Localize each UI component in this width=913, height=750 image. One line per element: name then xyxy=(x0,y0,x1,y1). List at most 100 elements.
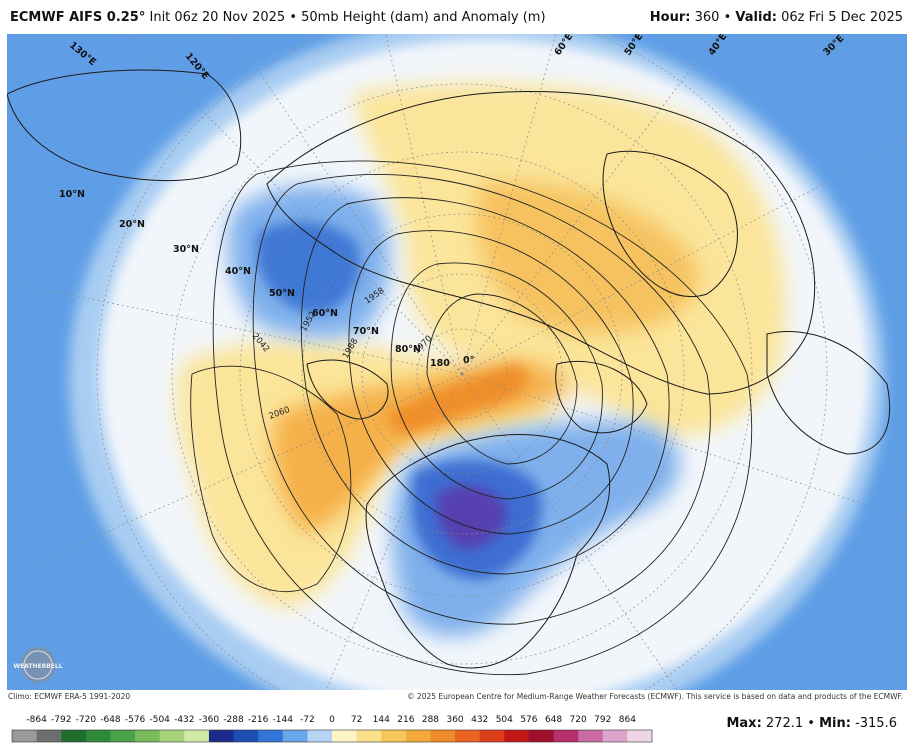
colorbar-swatch xyxy=(135,730,161,742)
colorbar-swatch xyxy=(553,730,579,742)
colorbar-swatch xyxy=(159,730,185,742)
colorbar-swatch xyxy=(528,730,555,742)
meridian xyxy=(461,139,907,375)
alaska-outline xyxy=(306,359,389,420)
lat-circle-30 xyxy=(96,34,828,690)
colorbar-tick-label: -576 xyxy=(125,715,146,725)
lat-label: 10°N xyxy=(59,189,85,200)
colorbar-swatch xyxy=(602,730,628,742)
colorbar-swatch xyxy=(258,730,284,742)
colorbar-swatch xyxy=(233,730,259,742)
colorbar-tick-label: 288 xyxy=(422,715,439,725)
lat-label: 60°N xyxy=(312,308,338,319)
colorbar-tick-label: -288 xyxy=(223,715,244,725)
contour-1952 xyxy=(426,293,578,465)
colorbar-swatch xyxy=(405,730,431,742)
meridian xyxy=(233,34,463,375)
colorbar-swatch xyxy=(332,730,358,742)
colorbar-swatch xyxy=(504,730,530,742)
colorbar-tick-label: 72 xyxy=(351,715,362,725)
colorbar-tick-label: 432 xyxy=(471,715,488,725)
title-bar: ECMWF AIFS 0.25° Init 06z 20 Nov 2025 • … xyxy=(0,0,913,34)
colorbar-tick-label: 360 xyxy=(446,715,463,725)
colorbar-tick-label: 0 xyxy=(329,715,335,725)
colorbar-tick-label: -864 xyxy=(26,715,47,725)
colorbar-swatch xyxy=(479,730,505,742)
model-name: ECMWF AIFS 0.25 xyxy=(10,9,139,25)
bullet-sep: • xyxy=(807,716,820,731)
contour-2006 xyxy=(300,197,670,575)
colorbar-swatch xyxy=(578,730,604,742)
lat-label: 20°N xyxy=(119,219,145,230)
lat-circle-80 xyxy=(416,328,508,420)
max-min-readout: Max: 272.1 • Min: -315.6 xyxy=(726,716,897,731)
lat-label: 40°N xyxy=(225,266,251,277)
greenland-outline xyxy=(555,360,648,434)
colorbar-swatch xyxy=(85,730,111,742)
hour-label: Hour: xyxy=(649,9,691,25)
meridian xyxy=(7,281,463,375)
ridge-deep-core xyxy=(387,364,528,434)
colorbar-frame xyxy=(11,729,653,743)
init-time: Init 06z 20 Nov 2025 xyxy=(149,9,286,25)
colorbar-swatch xyxy=(110,730,136,742)
valid-value: 06z Fri 5 Dec 2025 xyxy=(781,9,903,25)
meridian xyxy=(461,373,907,519)
trough-deep-core xyxy=(436,485,507,549)
colorbar-swatch xyxy=(356,730,382,742)
colorbar: -864 -792 -720 -648 -576 -504 -432 -360 -288 -216… xyxy=(11,715,653,743)
colorbar-tick-label: 576 xyxy=(520,715,537,725)
lat-label: 80°N xyxy=(395,344,421,355)
height-contours xyxy=(190,160,753,676)
credits-bar: Climo: ECMWF ERA-5 1991-2020 © 2025 Euro… xyxy=(0,690,913,704)
degree-symbol: ° xyxy=(138,9,146,25)
contour-1970 xyxy=(390,262,603,500)
bullet-sep: • xyxy=(289,9,302,25)
title-left: ECMWF AIFS 0.25° Init 06z 20 Nov 2025 • … xyxy=(10,10,546,25)
lat-circle-40 xyxy=(171,83,753,665)
meridian xyxy=(461,34,557,375)
colorbar-swatch xyxy=(455,730,481,742)
bullet-sep: • xyxy=(723,9,736,25)
valid-label: Valid: xyxy=(735,9,777,25)
colorbar-swatch xyxy=(307,730,333,742)
logo-graphic: WEATHERBELL xyxy=(13,647,63,683)
min-value: -315.6 xyxy=(855,716,897,731)
lat-label: 70°N xyxy=(353,326,379,337)
colorbar-swatch xyxy=(12,730,38,742)
colorbar-tick-label: -504 xyxy=(149,715,170,725)
colorbar-swatch xyxy=(282,730,308,742)
africa-outline xyxy=(766,330,891,455)
colorbar-tick-label: 504 xyxy=(496,715,513,725)
lat-circle-50 xyxy=(239,151,685,597)
colorbar-tick-label: 720 xyxy=(570,715,587,725)
weatherbell-logo: WEATHERBELL xyxy=(12,645,64,685)
copyright-note: © 2025 European Centre for Medium-Range … xyxy=(407,692,903,701)
climo-note: Climo: ECMWF ERA-5 1991-2020 xyxy=(8,692,131,701)
asia-east-outline xyxy=(7,69,242,182)
hour-value: 360 xyxy=(694,9,720,25)
max-value: 272.1 xyxy=(765,716,804,731)
colorbar-swatch xyxy=(381,730,407,742)
europe-outline xyxy=(602,150,738,298)
colorbar-swatch xyxy=(36,730,62,742)
polar-map: 10°N 20°N 30°N 40°N 50°N 60°N 70°N 80°N … xyxy=(7,34,907,690)
colorbar-tick-label: 216 xyxy=(397,715,414,725)
colorbar-tick-label: 792 xyxy=(594,715,611,725)
lat-label: 30°N xyxy=(173,244,199,255)
colorbar-swatches xyxy=(11,729,653,743)
meridian xyxy=(461,34,718,375)
colorbar-swatch xyxy=(184,730,210,742)
colorbar-tick-label: -144 xyxy=(273,715,294,725)
colorbar-swatch xyxy=(61,730,87,742)
meridian xyxy=(125,34,463,375)
colorbar-swatch xyxy=(627,730,653,742)
lon-label: 180 xyxy=(430,358,450,369)
latitude-labels: 10°N 20°N 30°N 40°N 50°N 60°N 70°N 80°N xyxy=(59,189,421,355)
lat-label: 50°N xyxy=(269,288,295,299)
colorbar-ticks: -864 -792 -720 -648 -576 -504 -432 -360 -288 -216… xyxy=(26,715,636,725)
colorbar-tick-label: -792 xyxy=(51,715,71,725)
lon-label: 0° xyxy=(463,355,474,366)
colorbar-swatch xyxy=(430,730,456,742)
colorbar-tick-label: 144 xyxy=(373,715,390,725)
